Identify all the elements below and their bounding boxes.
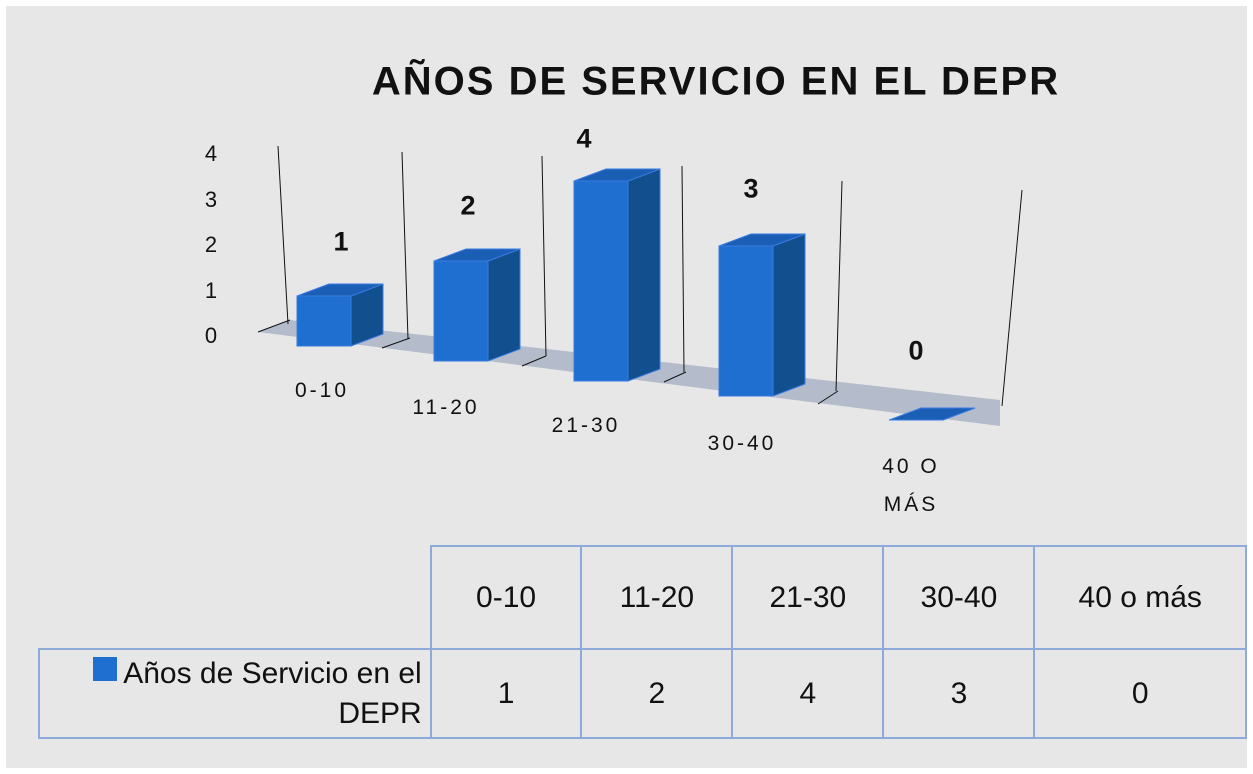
floor-tick bbox=[663, 371, 687, 383]
chart-title: AÑOS DE SERVICIO EN EL DEPR bbox=[371, 59, 1061, 104]
divider bbox=[277, 145, 289, 325]
table-header: 30-40 bbox=[882, 545, 1036, 650]
table-value: 0 bbox=[1033, 648, 1247, 739]
y-tick-label: 3 bbox=[204, 186, 218, 212]
bar bbox=[433, 248, 521, 362]
data-label: 3 bbox=[743, 173, 759, 204]
x-tick-label: 21-30 bbox=[551, 414, 621, 437]
bar-front bbox=[296, 295, 352, 347]
y-tick-label: 1 bbox=[204, 277, 218, 303]
table-value: 4 bbox=[731, 648, 885, 739]
bar-side bbox=[772, 233, 806, 397]
divider bbox=[835, 180, 843, 392]
floor-tick bbox=[381, 337, 411, 349]
bar bbox=[718, 233, 806, 397]
table-value: 2 bbox=[580, 648, 734, 739]
data-label: 2 bbox=[460, 190, 476, 221]
divider bbox=[401, 151, 409, 340]
legend-swatch bbox=[93, 656, 118, 681]
bar-top bbox=[888, 407, 976, 421]
legend-entry: Años de Servicio en el DEPR bbox=[38, 648, 432, 739]
plot bbox=[257, 145, 1023, 426]
x-tick-label: 11-20 bbox=[412, 396, 480, 419]
divider bbox=[541, 155, 547, 357]
data-table: 0-10 11-20 21-30 30-40 40 o más Años de … bbox=[38, 545, 1247, 739]
divider bbox=[1001, 189, 1023, 407]
bar-side bbox=[627, 168, 661, 382]
x-tick-label: 40 O MÁS bbox=[882, 455, 940, 516]
divider bbox=[681, 165, 685, 373]
bar-front bbox=[718, 245, 774, 397]
x-tick-label: 0-10 bbox=[294, 379, 350, 402]
table-header: 21-30 bbox=[731, 545, 885, 650]
y-tick-label: 4 bbox=[204, 141, 218, 166]
bar-front bbox=[573, 180, 629, 382]
table-header: 11-20 bbox=[580, 545, 734, 650]
bar-front bbox=[433, 260, 489, 362]
table-corner bbox=[39, 546, 431, 649]
bar bbox=[573, 168, 661, 382]
floor-tick bbox=[521, 355, 547, 367]
y-tick-label: 0 bbox=[204, 323, 218, 348]
data-label: 0 bbox=[908, 335, 924, 366]
y-tick-label: 2 bbox=[204, 232, 218, 257]
floor-tick bbox=[817, 390, 839, 405]
table-value: 3 bbox=[882, 648, 1036, 739]
bar-side bbox=[487, 248, 521, 362]
floor-tick bbox=[257, 319, 291, 333]
legend-label: Años de Servicio en el DEPR bbox=[123, 656, 422, 730]
table-value: 1 bbox=[429, 648, 583, 739]
bar bbox=[888, 407, 976, 421]
data-label: 1 bbox=[333, 226, 349, 257]
table-header: 40 o más bbox=[1033, 545, 1247, 650]
bar bbox=[296, 283, 384, 347]
x-tick-label: 30-40 bbox=[707, 432, 777, 455]
data-label: 4 bbox=[576, 123, 592, 154]
table-header: 0-10 bbox=[429, 545, 583, 650]
